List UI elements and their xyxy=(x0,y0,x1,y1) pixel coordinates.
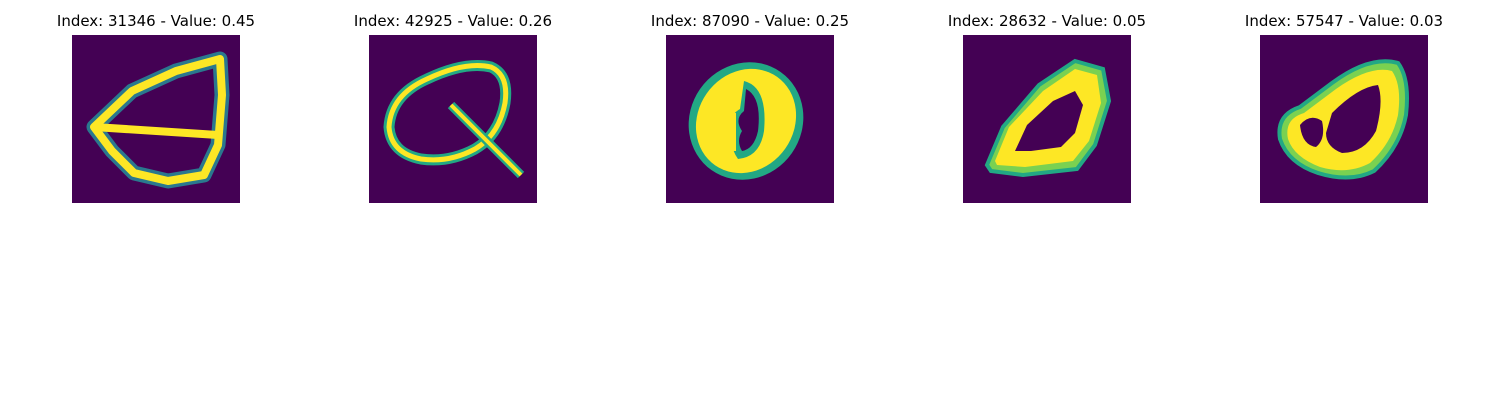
panel-title: Index: 42925 - Value: 0.26 xyxy=(353,12,553,30)
panel-title: Index: 87090 - Value: 0.25 xyxy=(650,12,850,30)
image-panel-4: Index: 28632 - Value: 0.05 xyxy=(917,0,1177,210)
digit-image xyxy=(963,35,1131,203)
panel-title: Index: 57547 - Value: 0.03 xyxy=(1244,12,1444,30)
digit-image xyxy=(666,35,834,203)
image-panel-2: Index: 42925 - Value: 0.26 xyxy=(323,0,583,210)
digit-image xyxy=(72,35,240,203)
panel-title: Index: 28632 - Value: 0.05 xyxy=(947,12,1147,30)
image-panel-3: Index: 87090 - Value: 0.25 xyxy=(620,0,880,210)
image-panel-5: Index: 57547 - Value: 0.03 xyxy=(1214,0,1474,210)
image-panel-1: Index: 31346 - Value: 0.45 xyxy=(26,0,286,210)
digit-image xyxy=(1260,35,1428,203)
panel-title: Index: 31346 - Value: 0.45 xyxy=(56,12,256,30)
digit-image xyxy=(369,35,537,203)
